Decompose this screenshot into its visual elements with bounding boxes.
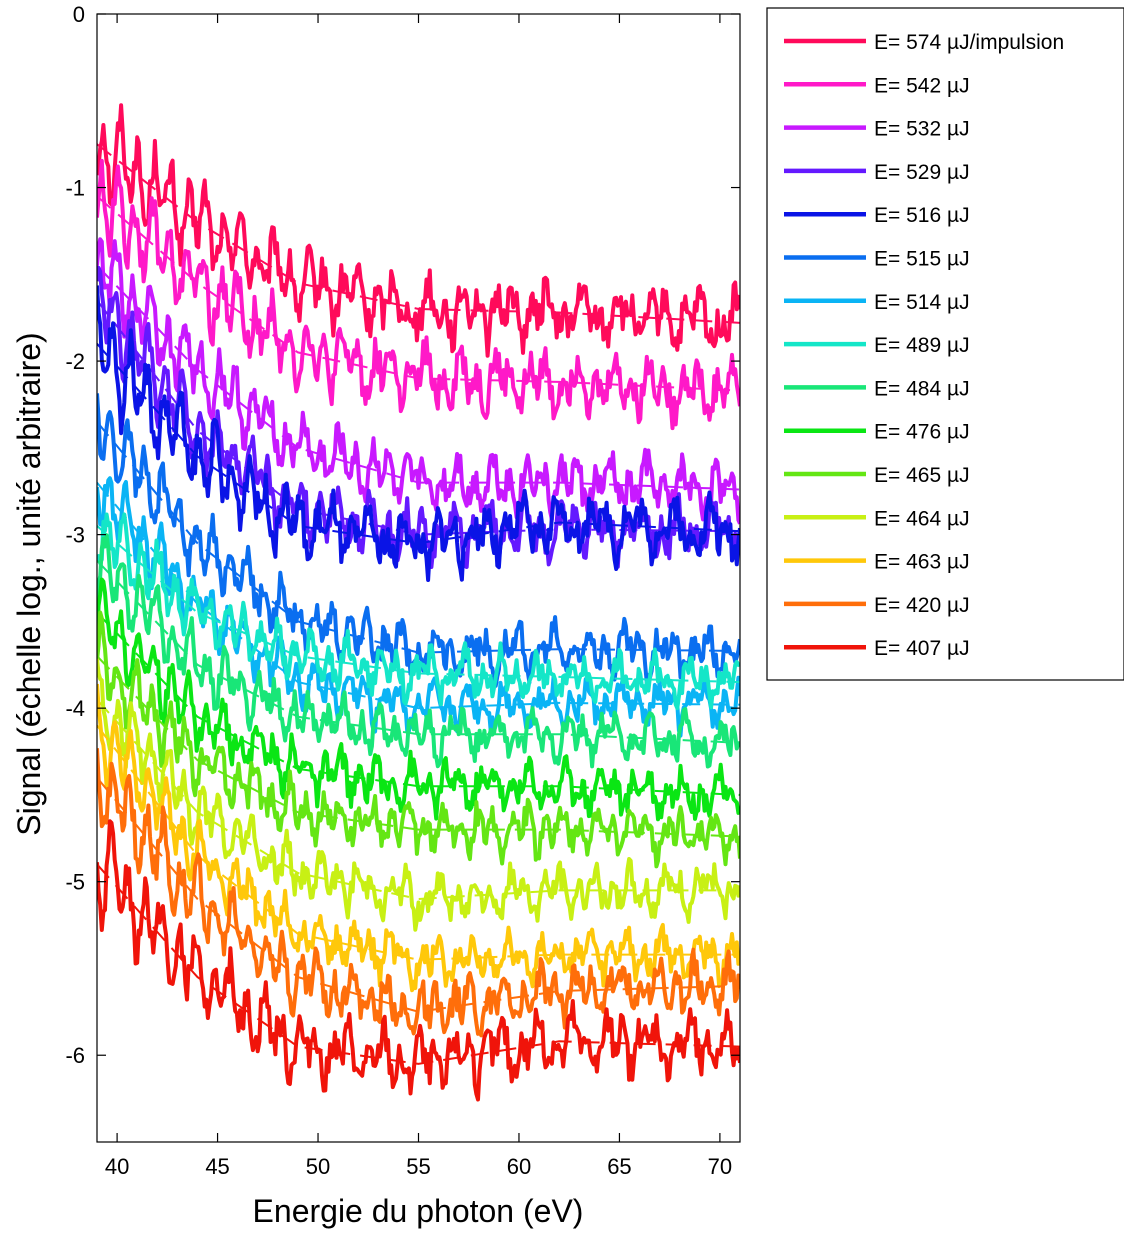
series-fit-line [97,559,740,744]
legend-label: E= 476 µJ [874,421,970,444]
legend-label: E= 407 µJ [874,637,970,660]
series-fit-line [97,421,740,654]
x-tick-label: 70 [708,1154,732,1179]
x-tick-label: 55 [406,1154,430,1179]
y-axis-title: Signal (échelle log., unité arbitraire) [11,332,47,835]
legend-label: E= 484 µJ [874,377,970,400]
y-tick-label: -4 [65,696,85,721]
series-fit-line [97,481,740,710]
x-tick-label: 60 [507,1154,531,1179]
y-tick-label: -6 [65,1043,85,1068]
series-fit-line [97,724,740,961]
series-line [97,237,740,525]
series-fit-line [97,655,740,838]
series-line [97,683,740,993]
y-tick-label: -5 [65,870,85,895]
legend-label: E= 542 µJ [874,74,970,97]
x-axis: 40 45 50 55 60 65 70 [105,14,732,1179]
legend-label: E= 529 µJ [874,161,970,184]
series-fit-line [97,143,740,324]
series-line [97,285,740,582]
y-tick-label: -1 [65,176,85,201]
legend-label: E= 515 µJ [874,248,970,271]
x-tick-label: 45 [205,1154,229,1179]
series-fit-line [97,776,740,1013]
y-tick-label: 0 [73,2,85,27]
series-line [97,393,740,688]
series-fit-line [97,343,740,545]
legend-label: E= 464 µJ [874,507,970,530]
series-line [97,512,740,711]
x-tick-label: 65 [607,1154,631,1179]
series-line [97,658,740,932]
legend: E= 574 µJ/impulsion E= 542 µJ E= 532 µJ E= … [766,7,1124,681]
series-line [97,533,740,769]
legend-label: E= 420 µJ [874,594,970,617]
legend-label: E= 516 µJ [874,204,970,227]
y-axis: 0 -1 -2 -3 -4 -5 -6 [65,2,740,1068]
legend-label: E= 489 µJ [874,334,970,357]
series-line [97,819,740,1102]
legend-label: E= 514 µJ [874,291,970,314]
series-line [97,610,740,869]
legend-label: E= 574 µJ/impulsion [874,31,1064,54]
series-fit-line [97,264,740,491]
legend-label: E= 532 µJ [874,118,970,141]
y-tick-label: -3 [65,523,85,548]
series-line [97,158,740,431]
legend-label: E= 463 µJ [874,551,970,574]
y-tick-label: -2 [65,349,85,374]
series-fit-line [97,525,740,684]
series-fit-line [97,195,740,392]
series-line [97,103,740,358]
legend-label: E= 465 µJ [874,464,970,487]
series-layer [97,103,740,1102]
series-line [97,577,740,822]
series-fit-line [97,612,740,796]
x-axis-title: Energie du photon (eV) [253,1193,584,1229]
x-tick-label: 50 [306,1154,330,1179]
series-fit-line [97,863,740,1065]
series-line [97,748,740,1038]
x-tick-label: 40 [105,1154,129,1179]
